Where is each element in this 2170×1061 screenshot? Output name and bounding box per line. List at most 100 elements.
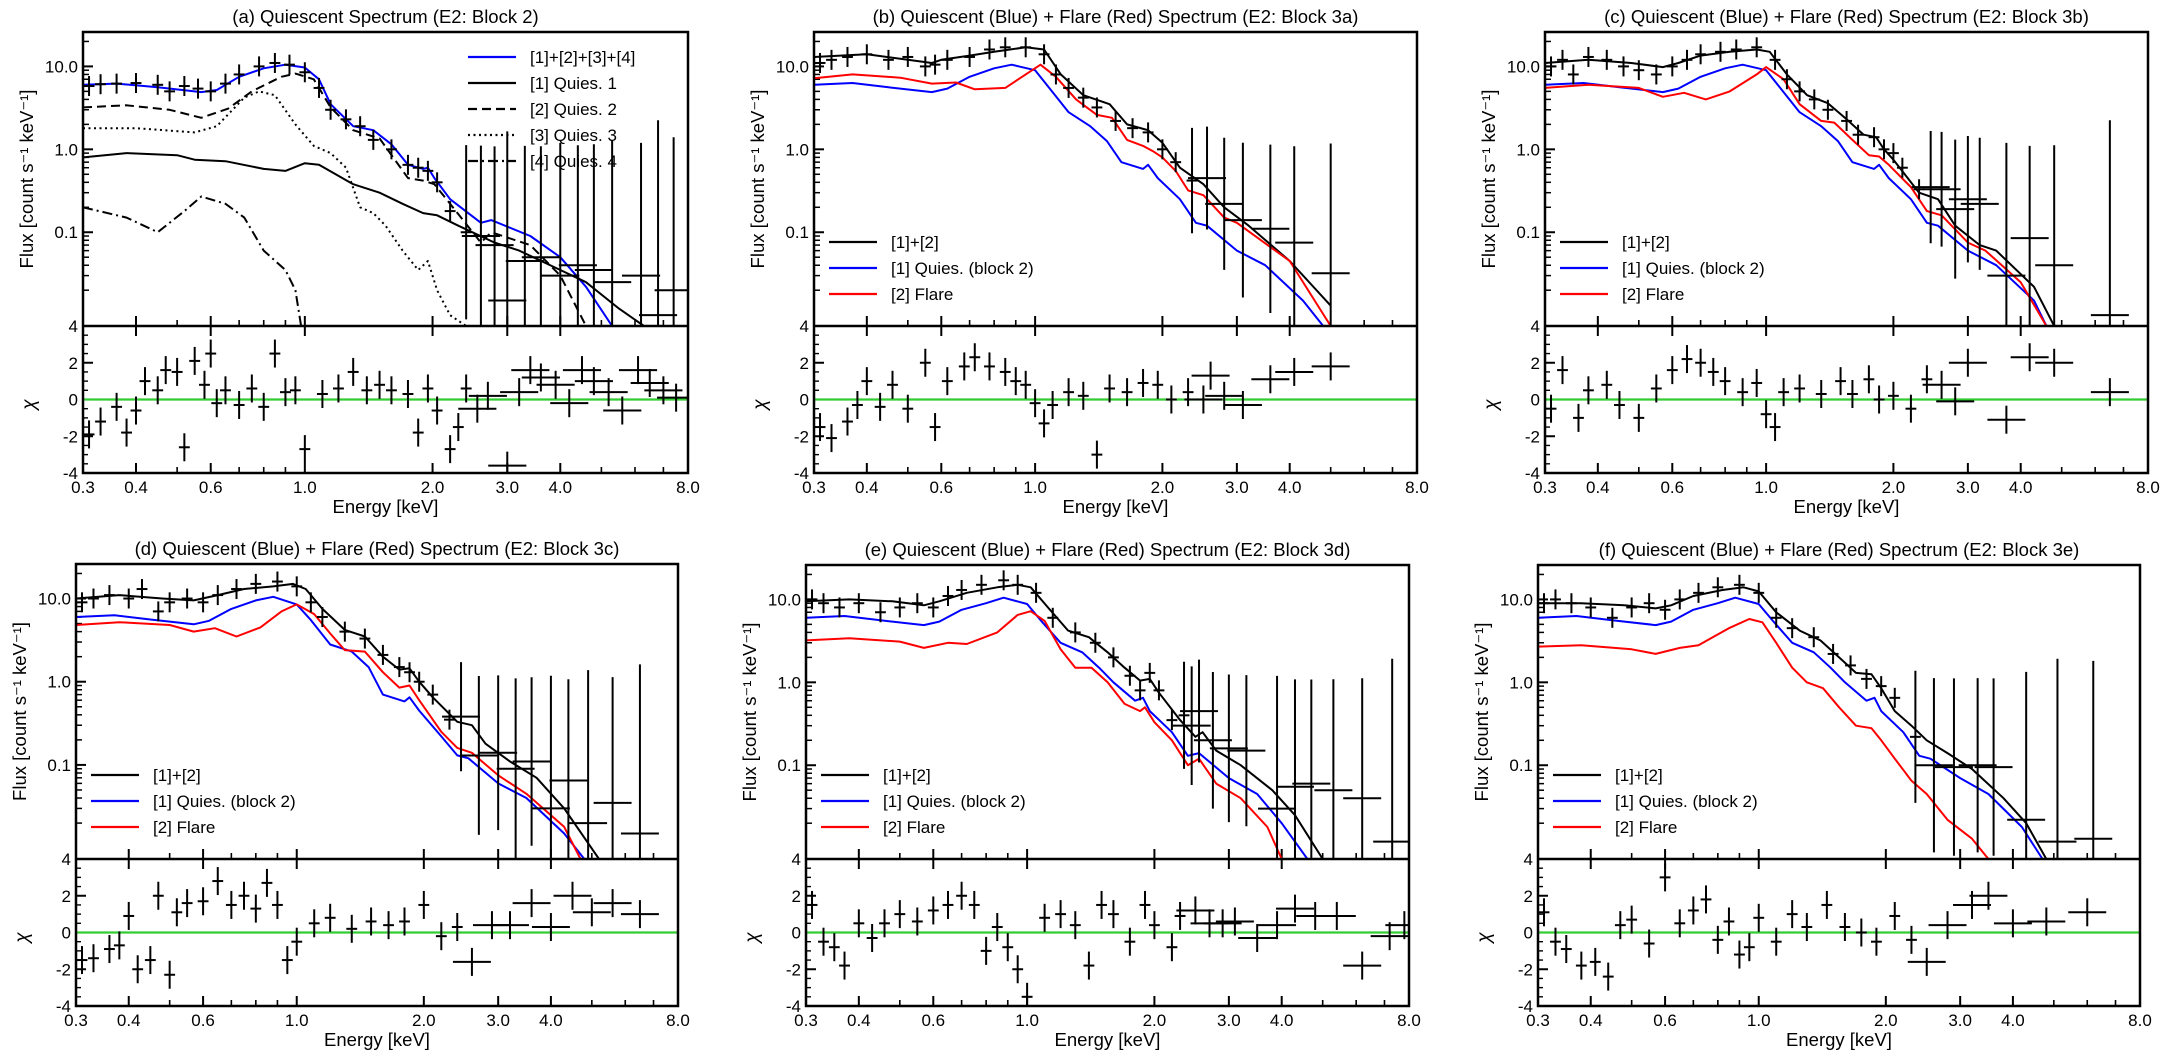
x-tick-label: 8.0	[2128, 1011, 2152, 1030]
legend-label-0: [1]+[2]	[1622, 233, 1670, 252]
data-points	[806, 570, 1409, 859]
y-tick-label: 1.0	[1509, 673, 1533, 692]
series-line-1	[814, 63, 1324, 326]
resid-tick-label: 0	[62, 924, 71, 943]
x-tick-label: 0.4	[855, 478, 879, 497]
x-tick-label: 8.0	[2136, 478, 2160, 497]
panel-a: (a) Quiescent Spectrum (E2: Block 2) 0.3 0…	[16, 6, 700, 517]
x-tick-label: 0.6	[199, 478, 223, 497]
x-tick-label: 2.0	[412, 1011, 436, 1030]
y-tick-label: 0.1	[1509, 756, 1533, 775]
y-tick-label: 10.0	[38, 590, 71, 609]
series-line-3	[83, 90, 467, 326]
panel-b: (b) Quiescent (Blue) + Flare (Red) Spect…	[747, 6, 1429, 517]
x-tick-label: 8.0	[676, 478, 700, 497]
x-tick-label: 0.4	[847, 1011, 871, 1030]
resid-tick-label: 4	[1531, 317, 1540, 336]
resid-tick-label: 0	[792, 924, 801, 943]
legend-label-1: [1] Quies. (block 2)	[153, 792, 296, 811]
x-tick-label: 4.0	[1278, 478, 1302, 497]
x-tick-label: 2.0	[1143, 1011, 1167, 1030]
model-curves	[1545, 48, 2056, 326]
x-tick-label: 4.0	[539, 1011, 563, 1030]
panel-f: (f) Quiescent (Blue) + Flare (Red) Spect…	[1471, 539, 2152, 1050]
axes-frame	[1543, 30, 2150, 475]
legend-label-1: [1] Quies. 1	[530, 74, 617, 93]
resid-tick-label: -2	[56, 960, 71, 979]
resid-axis-label: χ	[1481, 399, 1502, 412]
y-axis-label: Flux [count s⁻¹ keV⁻¹]	[1471, 623, 1492, 802]
x-axis-label: Energy [keV]	[333, 496, 439, 517]
y-axis-label: Flux [count s⁻¹ keV⁻¹]	[9, 622, 30, 801]
x-tick-label: 1.0	[1023, 478, 1047, 497]
resid-tick-label: 0	[800, 391, 809, 410]
y-tick-label: 0.1	[777, 756, 801, 775]
legend: [1]+[2]+[3]+[4] [1] Quies. 1 [2] Quies. 2 […	[468, 48, 635, 171]
x-tick-label: 0.3	[71, 478, 95, 497]
x-tick-label: 1.0	[293, 478, 317, 497]
data-points	[76, 571, 659, 859]
axes-frame	[812, 30, 1419, 475]
resid-tick-label: -2	[1518, 960, 1533, 979]
legend: [1]+[2] [1] Quies. (block 2) [2] Flare	[91, 766, 296, 837]
x-tick-label: 8.0	[1397, 1011, 1421, 1030]
resid-tick-label: -4	[786, 997, 801, 1016]
legend-label-2: [2] Flare	[153, 818, 215, 837]
panel-title: (f) Quiescent (Blue) + Flare (Red) Spect…	[1599, 539, 2080, 560]
x-tick-label: 3.0	[1225, 478, 1249, 497]
residual-points	[814, 343, 1350, 469]
series-line-1	[1545, 63, 2048, 326]
x-axis-label: Energy [keV]	[1794, 496, 1900, 517]
resid-tick-label: 4	[62, 850, 71, 869]
y-tick-label: 10.0	[45, 57, 78, 76]
resid-tick-label: 0	[1524, 924, 1533, 943]
resid-tick-label: -4	[56, 997, 71, 1016]
x-tick-label: 0.3	[1533, 478, 1557, 497]
x-tick-label: 3.0	[1956, 478, 1980, 497]
resid-tick-label: -4	[1518, 997, 1533, 1016]
x-tick-label: 4.0	[1270, 1011, 1294, 1030]
residual-points	[806, 881, 1409, 1006]
y-tick-label: 10.0	[1507, 57, 1540, 76]
resid-tick-label: 4	[792, 850, 801, 869]
x-tick-label: 0.6	[191, 1011, 215, 1030]
resid-tick-label: -4	[1525, 464, 1540, 483]
resid-axis-label: χ	[19, 399, 40, 412]
data-points	[1538, 574, 2113, 859]
x-axis-label: Energy [keV]	[1786, 1029, 1892, 1050]
y-tick-label: 1.0	[777, 673, 801, 692]
resid-tick-label: 2	[792, 887, 801, 906]
resid-tick-label: -2	[1525, 427, 1540, 446]
resid-axis-label: χ	[12, 932, 33, 945]
x-tick-label: 0.3	[1526, 1011, 1550, 1030]
panel-d: (d) Quiescent (Blue) + Flare (Red) Spect…	[9, 538, 690, 1050]
x-tick-label: 2.0	[1882, 478, 1906, 497]
x-tick-label: 0.6	[921, 1011, 945, 1030]
x-tick-label: 2.0	[1874, 1011, 1898, 1030]
x-tick-label: 4.0	[2001, 1011, 2025, 1030]
resid-tick-label: 0	[1531, 391, 1540, 410]
y-tick-label: 10.0	[1500, 590, 1533, 609]
x-tick-label: 1.0	[1015, 1011, 1039, 1030]
y-tick-label: 1.0	[47, 673, 71, 692]
panel-title: (e) Quiescent (Blue) + Flare (Red) Spect…	[865, 539, 1351, 560]
x-tick-label: 1.0	[1747, 1011, 1771, 1030]
x-tick-label: 8.0	[1405, 478, 1429, 497]
y-tick-label: 0.1	[47, 756, 71, 775]
x-tick-label: 2.0	[1151, 478, 1175, 497]
residual-points	[1545, 343, 2129, 442]
x-tick-label: 0.6	[929, 478, 953, 497]
legend-label-2: [2] Quies. 2	[530, 100, 617, 119]
residual-points	[76, 867, 659, 989]
x-tick-label: 3.0	[1948, 1011, 1972, 1030]
legend-label-4: [4] Quies. 4	[530, 152, 617, 171]
legend: [1]+[2] [1] Quies. (block 2) [2] Flare	[821, 766, 1026, 837]
x-axis-label: Energy [keV]	[1055, 1029, 1161, 1050]
x-tick-label: 0.4	[1579, 1011, 1603, 1030]
axes-frame	[81, 30, 690, 475]
series-line-0	[806, 583, 1324, 859]
x-axis-label: Energy [keV]	[324, 1029, 430, 1050]
legend-label-3: [3] Quies. 3	[530, 126, 617, 145]
y-tick-label: 0.1	[785, 223, 809, 242]
